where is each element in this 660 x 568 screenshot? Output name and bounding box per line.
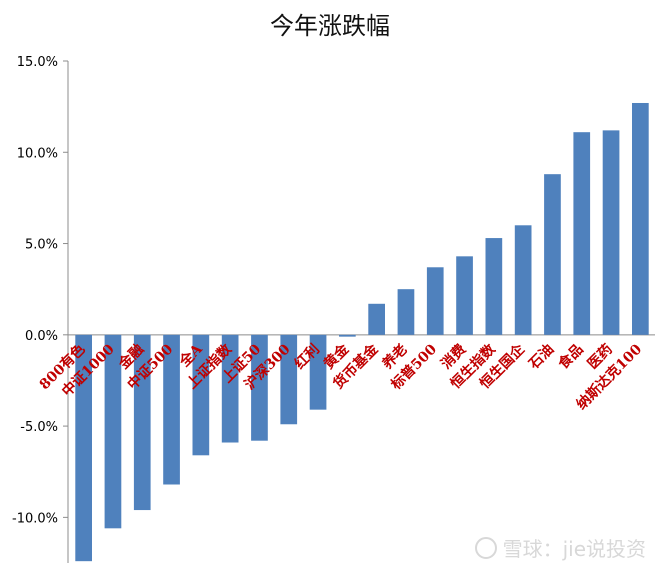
bar [426, 267, 444, 335]
y-tick-label: 15.0% [17, 55, 58, 70]
category-label: 石油 [525, 341, 558, 374]
bar [573, 132, 591, 335]
bar [485, 238, 503, 335]
category-label: 食品 [555, 341, 587, 373]
bar [309, 334, 327, 410]
bar [368, 303, 386, 335]
bar [544, 174, 561, 335]
bar [221, 334, 239, 443]
y-tick-label: -10.0% [12, 511, 58, 526]
y-tick-label: -5.0% [20, 420, 58, 435]
y-tick-label: 5.0% [25, 238, 58, 253]
snowball-logo-icon [474, 536, 497, 559]
bar [75, 334, 93, 562]
bar [163, 334, 180, 485]
bar [192, 334, 210, 456]
bar [631, 102, 649, 335]
bar [251, 334, 268, 441]
bar [280, 334, 298, 425]
bar [133, 334, 151, 511]
y-tick-label: 10.0% [17, 146, 58, 161]
bar [514, 225, 532, 335]
bar [602, 130, 620, 335]
bar [397, 289, 415, 335]
bar [104, 334, 122, 529]
watermark-text: 雪球：jie说投资 [502, 537, 646, 561]
watermark: 雪球：jie说投资 [474, 533, 646, 562]
chart-title: 今年涨跌幅 [270, 12, 390, 40]
y-tick-label: 0.0% [25, 329, 58, 344]
bar [338, 334, 356, 337]
bar [456, 256, 473, 335]
